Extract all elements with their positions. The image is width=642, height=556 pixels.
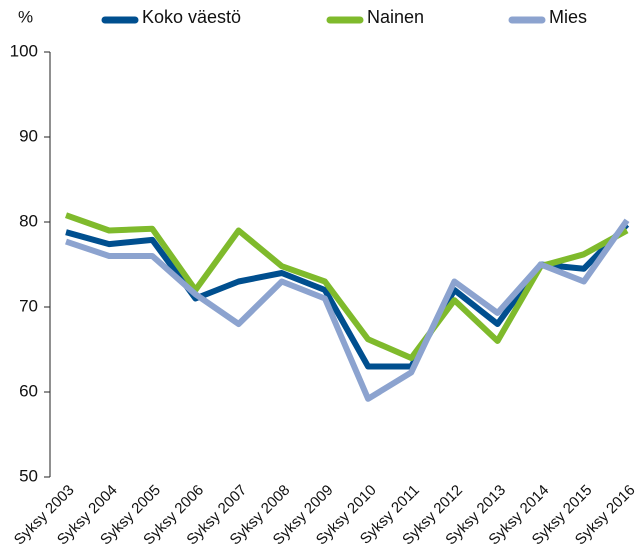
- legend-label: Koko väestö: [142, 7, 241, 27]
- legend-label: Nainen: [367, 7, 424, 27]
- y-tick-label: 90: [19, 126, 38, 145]
- series-line: [65, 218, 630, 402]
- series-line: [64, 212, 629, 361]
- y-axis-label: %: [18, 7, 33, 26]
- y-tick-label: 70: [19, 296, 38, 315]
- legend-label: Mies: [549, 7, 587, 27]
- y-tick-label: 60: [19, 381, 38, 400]
- y-tick-label: 50: [19, 466, 38, 485]
- y-tick-label: 80: [19, 211, 38, 230]
- y-tick-label: 100: [10, 41, 38, 60]
